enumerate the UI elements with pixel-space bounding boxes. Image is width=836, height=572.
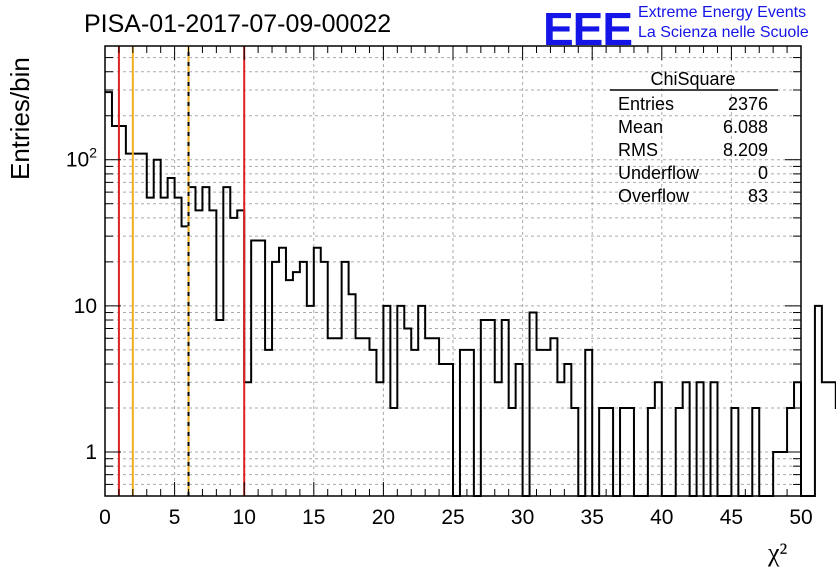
histogram-bin	[251, 241, 258, 496]
x-tick-label: 30	[511, 506, 534, 529]
stats-header: ChiSquare	[650, 69, 735, 89]
x-axis-ticks: 0 5 10 15 20 25 30 35 40 45 50	[99, 46, 813, 529]
stats-rms-value: 8.209	[723, 140, 768, 160]
histogram-bin	[516, 364, 523, 496]
histogram-bin	[112, 126, 119, 496]
histogram-bin	[356, 338, 363, 496]
histogram-bin	[794, 382, 801, 496]
stats-entries-label: Entries	[618, 94, 674, 114]
histogram-bin	[133, 154, 140, 496]
histogram-bin	[105, 92, 112, 496]
x-tick-label: 25	[441, 506, 464, 529]
histogram-bin	[307, 306, 314, 496]
stats-rms-label: RMS	[618, 140, 658, 160]
y-axis-ticks: 1 10 102	[66, 45, 801, 497]
histogram-bin	[369, 350, 376, 496]
x-tick-label: 0	[99, 506, 111, 529]
histogram-bin	[300, 262, 307, 496]
histogram-bin	[189, 187, 196, 496]
histogram-bin	[697, 382, 704, 496]
histogram-bin	[815, 306, 822, 496]
stats-overflow-label: Overflow	[618, 186, 690, 206]
histogram-bin	[147, 198, 154, 496]
x-tick-label: 50	[789, 506, 812, 529]
histogram-bin	[439, 364, 446, 496]
histogram-bin	[446, 364, 453, 496]
histogram-bin	[237, 210, 244, 496]
histogram-bin	[175, 198, 182, 496]
histogram-bin	[244, 382, 251, 496]
y-tick-label: 10	[74, 295, 97, 318]
stats-overflow-value: 83	[748, 186, 768, 206]
histogram-bin	[418, 306, 425, 496]
histogram-bin	[425, 338, 432, 496]
histogram-bin	[363, 338, 370, 496]
histogram-bin	[530, 313, 537, 496]
histogram-bin	[822, 382, 829, 496]
histogram-bin	[140, 154, 147, 496]
histogram-bin	[397, 306, 404, 496]
histogram-bin	[467, 350, 474, 496]
histogram-bin	[126, 154, 133, 496]
stats-mean-value: 6.088	[723, 117, 768, 137]
histogram-bin	[495, 382, 502, 496]
histogram-bin	[154, 160, 161, 496]
y-tick-label: 1	[85, 441, 97, 464]
histogram-bin	[119, 126, 126, 496]
x-tick-label: 40	[650, 506, 673, 529]
histogram-bin	[383, 306, 390, 496]
histogram-bin	[265, 350, 272, 496]
x-tick-label: 35	[581, 506, 604, 529]
stats-underflow-label: Underflow	[618, 163, 700, 183]
x-tick-label: 10	[233, 506, 256, 529]
histogram-bin	[557, 382, 564, 496]
chart-title: PISA-01-2017-07-09-00022	[84, 10, 392, 38]
histogram-bin	[335, 338, 342, 496]
histogram-bin	[829, 382, 836, 496]
histogram-bin	[404, 329, 411, 496]
histogram-bins	[105, 91, 836, 497]
histogram-bin	[543, 350, 550, 496]
histogram-bin	[202, 187, 209, 496]
histogram-bin	[223, 187, 230, 496]
x-tick-label: 20	[372, 506, 395, 529]
histogram-bin	[711, 382, 718, 496]
stats-entries-value: 2376	[728, 94, 768, 114]
histogram-bin	[258, 241, 265, 496]
stats-underflow-value: 0	[758, 163, 768, 183]
y-tick-label: 102	[66, 145, 97, 172]
histogram-bin	[321, 262, 328, 496]
histogram-bin	[376, 382, 383, 496]
histogram-bin	[342, 262, 349, 496]
x-tick-label: 15	[302, 506, 325, 529]
histogram-bin	[161, 198, 168, 496]
histogram-bin	[272, 262, 279, 496]
histogram-bin	[585, 350, 592, 496]
histogram-bin	[195, 210, 202, 496]
histogram-bin	[655, 382, 662, 496]
histogram-bin	[550, 338, 557, 496]
histogram-bin	[460, 350, 467, 496]
histogram-bin	[209, 210, 216, 496]
histogram-bin	[230, 218, 237, 496]
stats-mean-label: Mean	[618, 117, 663, 137]
histogram-bin	[564, 364, 571, 496]
x-tick-label: 45	[720, 506, 743, 529]
stats-box: ChiSquare Entries 2376 Mean 6.088 RMS 8.…	[610, 69, 778, 206]
histogram-outline	[105, 91, 836, 497]
histogram-bin	[537, 350, 544, 496]
histogram-bin	[432, 338, 439, 496]
x-tick-label: 5	[169, 506, 181, 529]
logo-subtitle-2: La Scienza nelle Scuole	[638, 24, 809, 41]
x-axis-label: χ²	[768, 538, 788, 567]
logo-subtitle-1: Extreme Energy Events	[638, 4, 807, 21]
histogram-bin	[182, 226, 189, 496]
vertical-markers	[117, 46, 246, 496]
histogram-bin	[168, 178, 175, 496]
histogram-bin	[683, 382, 690, 496]
histogram-bin	[411, 350, 418, 496]
histogram-bin	[328, 338, 335, 496]
